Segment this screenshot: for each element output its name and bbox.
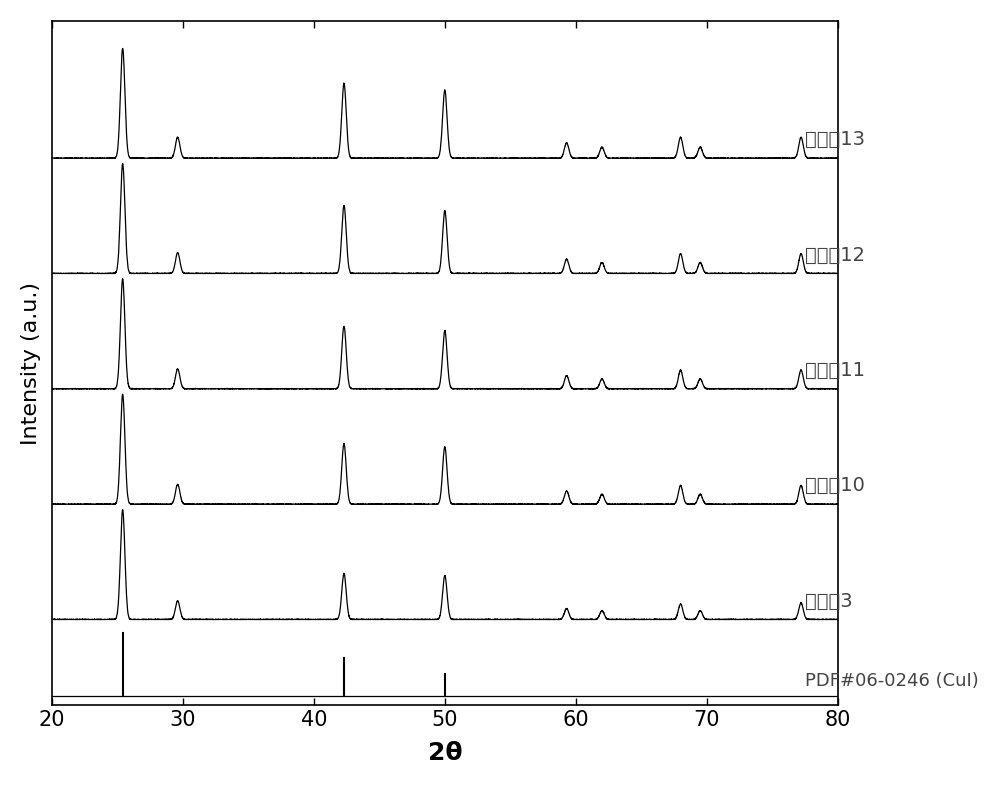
Text: 实施例3: 实施例3 xyxy=(805,592,853,611)
Text: 实施例10: 实施例10 xyxy=(805,476,865,495)
Text: 实施例12: 实施例12 xyxy=(805,246,865,265)
Text: PDF#06-0246 (CuI): PDF#06-0246 (CuI) xyxy=(805,672,979,690)
Text: 实施例11: 实施例11 xyxy=(805,361,865,380)
Y-axis label: Intensity (a.u.): Intensity (a.u.) xyxy=(21,281,41,445)
Text: 实施例13: 实施例13 xyxy=(805,130,865,149)
X-axis label: 2θ: 2θ xyxy=(428,741,462,765)
